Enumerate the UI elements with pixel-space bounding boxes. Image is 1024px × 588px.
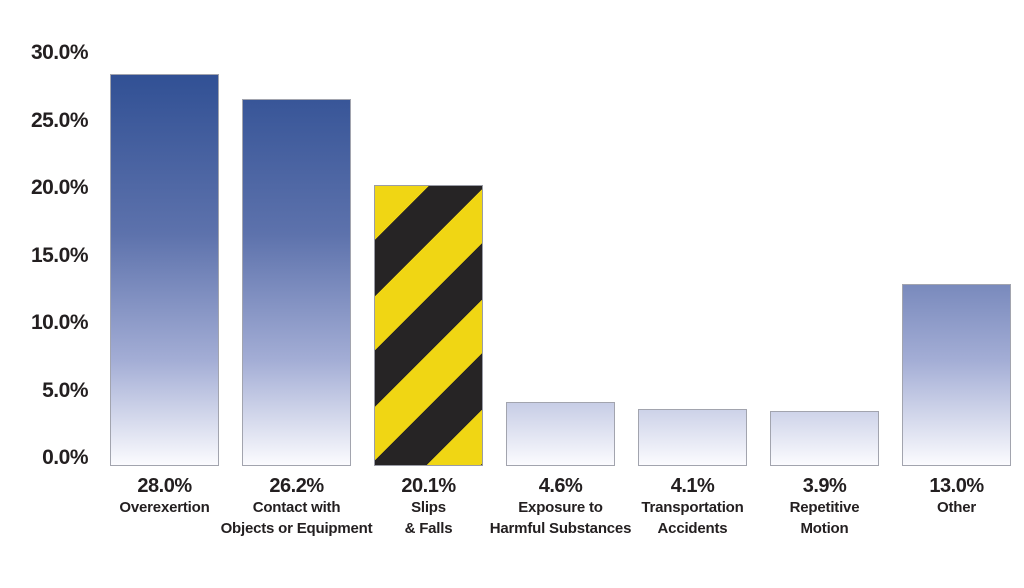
bar-label: 20.1% Slips & Falls — [319, 475, 539, 539]
bar-category-label: Contact with — [252, 499, 341, 516]
bar-hazard-striped — [374, 185, 483, 466]
bar-category-label: Transportation — [641, 499, 744, 516]
bar-category-label: Repetitive — [789, 499, 860, 516]
bar — [902, 284, 1011, 466]
bar-category-label: Harmful Substances — [489, 520, 632, 537]
bar-column: 4.6% Exposure to Harmful Substances — [490, 402, 631, 537]
bar-label: 28.0% Overexertion — [55, 475, 275, 518]
bar-value-label: 4.6% — [538, 475, 583, 497]
bar-category-label: Slips — [411, 499, 446, 516]
bar-value-label: 26.2% — [269, 475, 324, 497]
bar — [770, 411, 879, 466]
y-tick-label: 10.0% — [30, 311, 89, 334]
y-tick-label: 20.0% — [30, 176, 89, 199]
bar-category-label: Accidents — [657, 520, 728, 537]
y-tick-label: 30.0% — [30, 41, 89, 64]
y-tick-label: 25.0% — [30, 108, 89, 132]
bar-column: 20.1% Slips & Falls — [374, 185, 483, 537]
plot-area: 28.0% Overexertion 26.2% Contact with Object… — [110, 74, 1011, 537]
y-tick-label: 0.0% — [42, 446, 88, 469]
bar-category-label: Other — [936, 499, 976, 516]
bar-label: 26.2% Contact with Objects or Equipment — [187, 475, 407, 539]
bar-column: 3.9% Repetitive Motion — [770, 411, 879, 537]
bar-column: 13.0% Other — [902, 284, 1011, 516]
bar — [638, 409, 747, 466]
bar-label: 3.9% Repetitive Motion — [715, 475, 935, 539]
bar-category-label: Motion — [800, 520, 849, 537]
bar-value-label: 28.0% — [137, 475, 192, 497]
bar — [110, 74, 219, 466]
y-tick-label: 5.0% — [42, 378, 88, 402]
y-axis: 0.0% 5.0% 10.0% 15.0% 20.0% 25.0% 30.0% — [0, 0, 89, 588]
bar-value-label: 20.1% — [401, 475, 456, 497]
bar-label: 13.0% Other — [847, 475, 1024, 518]
y-tick-label: 15.0% — [30, 243, 89, 267]
bar-value-label: 13.0% — [929, 475, 984, 497]
bar-category-label: Objects or Equipment — [220, 520, 373, 537]
bar-label: 4.6% Exposure to Harmful Substances — [451, 475, 671, 539]
bar-label: 4.1% Transportation Accidents — [583, 475, 803, 539]
bar-column: 26.2% Contact with Objects or Equipment — [221, 99, 373, 537]
bar — [242, 99, 351, 466]
bar-column: 28.0% Overexertion — [110, 74, 219, 516]
bar-column: 4.1% Transportation Accidents — [638, 409, 747, 537]
bar-value-label: 4.1% — [670, 475, 715, 497]
bar-category-label: Exposure to — [518, 499, 603, 516]
bar-category-label: Overexertion — [119, 499, 210, 516]
bar-value-label: 3.9% — [802, 475, 847, 497]
bar — [506, 402, 615, 466]
bar-category-label: & Falls — [404, 520, 453, 537]
